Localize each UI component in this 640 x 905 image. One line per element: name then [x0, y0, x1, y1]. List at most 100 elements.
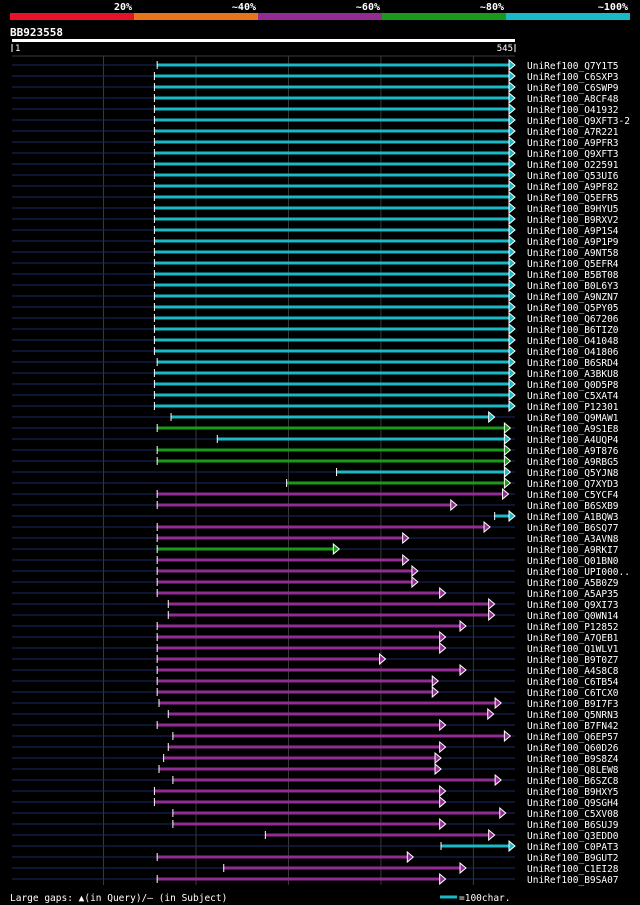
hit-row[interactable]: UniRef100_C1EI28	[12, 861, 619, 875]
hit-label[interactable]: UniRef100_O41048	[527, 336, 619, 347]
hit-row[interactable]: UniRef100_A9S1E8	[12, 421, 619, 435]
hit-label[interactable]: UniRef100_Q5NRN3	[527, 710, 619, 721]
hit-row[interactable]: UniRef100_A1BQW3	[12, 509, 619, 523]
hit-label[interactable]: UniRef100_Q9XI73	[527, 600, 619, 611]
hit-row[interactable]: UniRef100_A9PFR3	[12, 135, 619, 149]
hit-row[interactable]: UniRef100_Q3EDD0	[12, 828, 619, 842]
hit-label[interactable]: UniRef100_B9HXY5	[527, 787, 619, 798]
hit-row[interactable]: UniRef100_Q5NRN3	[12, 707, 619, 721]
hit-label[interactable]: UniRef100_C6SWP9	[527, 83, 619, 94]
hit-row[interactable]: UniRef100_Q9XFT3-2	[12, 113, 630, 127]
hit-row[interactable]: UniRef100_A7QEB1	[12, 630, 619, 644]
hit-label[interactable]: UniRef100_A9S1E8	[527, 424, 619, 435]
hit-row[interactable]: UniRef100_C5XV08	[12, 806, 619, 820]
hit-row[interactable]: UniRef100_A9PF82	[12, 179, 619, 193]
hit-label[interactable]: UniRef100_Q7Y1T5	[527, 61, 619, 72]
hit-label[interactable]: UniRef100_A1BQW3	[527, 512, 619, 523]
hit-label[interactable]: UniRef100_C1EI28	[527, 864, 619, 875]
hit-row[interactable]: UniRef100_B6SXB9	[12, 498, 619, 512]
hit-row[interactable]: UniRef100_B6SQ77	[12, 520, 619, 534]
hit-row[interactable]: UniRef100_A3AVN8	[12, 531, 619, 545]
hit-row[interactable]: UniRef100_Q5EFR4	[12, 256, 619, 270]
hit-row[interactable]: UniRef100_Q0D5P8	[12, 377, 619, 391]
hit-label[interactable]: UniRef100_A9NT58	[527, 248, 619, 259]
hit-row[interactable]: UniRef100_O22591	[12, 157, 619, 171]
hit-label[interactable]: UniRef100_Q5EFR5	[527, 193, 619, 204]
hit-row[interactable]: UniRef100_Q6EP57	[12, 729, 619, 743]
hit-label[interactable]: UniRef100_UPI000..	[527, 567, 630, 578]
hit-label[interactable]: UniRef100_C6TB54	[527, 677, 619, 688]
hit-row[interactable]: UniRef100_B5BT08	[12, 267, 619, 281]
hit-row[interactable]: UniRef100_A5B0Z9	[12, 575, 619, 589]
hit-label[interactable]: UniRef100_Q1WLV1	[527, 644, 619, 655]
hit-label[interactable]: UniRef100_B6SQ77	[527, 523, 619, 534]
hit-label[interactable]: UniRef100_B6SRD4	[527, 358, 619, 369]
hit-label[interactable]: UniRef100_A5AP35	[527, 589, 619, 600]
hit-row[interactable]: UniRef100_Q5YJN8	[12, 465, 619, 479]
hit-row[interactable]: UniRef100_Q67206	[12, 311, 619, 325]
hit-row[interactable]: UniRef100_UPI000..	[12, 564, 630, 578]
hit-row[interactable]: UniRef100_Q7XYD3	[12, 476, 619, 490]
hit-label[interactable]: UniRef100_B0L6Y3	[527, 281, 619, 292]
hit-label[interactable]: UniRef100_Q5PY05	[527, 303, 619, 314]
hit-row[interactable]: UniRef100_C5YCF4	[12, 487, 619, 501]
hit-label[interactable]: UniRef100_B9SA07	[527, 875, 619, 886]
hit-label[interactable]: UniRef100_Q01BN0	[527, 556, 619, 567]
hit-row[interactable]: UniRef100_B9HYU5	[12, 201, 619, 215]
hit-label[interactable]: UniRef100_O41932	[527, 105, 619, 116]
hit-row[interactable]: UniRef100_Q0WN14	[12, 608, 619, 622]
hit-row[interactable]: UniRef100_B9RXV2	[12, 212, 619, 226]
hit-row[interactable]: UniRef100_Q01BN0	[12, 553, 619, 567]
hit-label[interactable]: UniRef100_A4S8C8	[527, 666, 619, 677]
hit-label[interactable]: UniRef100_A7R221	[527, 127, 619, 138]
hit-label[interactable]: UniRef100_A9P1S4	[527, 226, 619, 237]
hit-row[interactable]: UniRef100_C6SWP9	[12, 80, 619, 94]
hit-label[interactable]: UniRef100_O41806	[527, 347, 619, 358]
hit-label[interactable]: UniRef100_Q0WN14	[527, 611, 619, 622]
hit-label[interactable]: UniRef100_P12301	[527, 402, 619, 413]
hit-label[interactable]: UniRef100_Q60D26	[527, 743, 619, 754]
hit-label[interactable]: UniRef100_A9P1P9	[527, 237, 619, 248]
hit-label[interactable]: UniRef100_Q0D5P8	[527, 380, 619, 391]
hit-row[interactable]: UniRef100_C6TCX0	[12, 685, 619, 699]
hit-row[interactable]: UniRef100_Q60D26	[12, 740, 619, 754]
hit-row[interactable]: UniRef100_A7R221	[12, 124, 619, 138]
hit-row[interactable]: UniRef100_Q9XI73	[12, 597, 619, 611]
hit-label[interactable]: UniRef100_P12852	[527, 622, 619, 633]
hit-row[interactable]: UniRef100_P12852	[12, 619, 619, 633]
hit-row[interactable]: UniRef100_Q1WLV1	[12, 641, 619, 655]
hit-label[interactable]: UniRef100_Q67206	[527, 314, 619, 325]
hit-row[interactable]: UniRef100_A9NT58	[12, 245, 619, 259]
hit-row[interactable]: UniRef100_B9S8Z4	[12, 751, 619, 765]
hit-label[interactable]: UniRef100_C5YCF4	[527, 490, 619, 501]
hit-label[interactable]: UniRef100_A4UQP4	[527, 435, 619, 446]
hit-row[interactable]: UniRef100_O41932	[12, 102, 619, 116]
hit-row[interactable]: UniRef100_B9T0Z7	[12, 652, 619, 666]
hit-row[interactable]: UniRef100_B6SZC8	[12, 773, 619, 787]
hit-label[interactable]: UniRef100_A9T876	[527, 446, 619, 457]
hit-row[interactable]: UniRef100_A9P1P9	[12, 234, 619, 248]
hit-label[interactable]: UniRef100_Q6EP57	[527, 732, 619, 743]
hit-row[interactable]: UniRef100_B6SRD4	[12, 355, 619, 369]
hit-label[interactable]: UniRef100_B9T0Z7	[527, 655, 619, 666]
hit-label[interactable]: UniRef100_C0PAT3	[527, 842, 619, 853]
hit-label[interactable]: UniRef100_Q5EFR4	[527, 259, 619, 270]
hit-label[interactable]: UniRef100_A9PF82	[527, 182, 619, 193]
hit-label[interactable]: UniRef100_O22591	[527, 160, 619, 171]
hit-label[interactable]: UniRef100_Q7XYD3	[527, 479, 619, 490]
hit-row[interactable]: UniRef100_A3BKU8	[12, 366, 619, 380]
hit-row[interactable]: UniRef100_C0PAT3	[12, 839, 619, 853]
hit-label[interactable]: UniRef100_Q53UI6	[527, 171, 619, 182]
hit-row[interactable]: UniRef100_A8CF48	[12, 91, 619, 105]
hit-label[interactable]: UniRef100_A9RBG5	[527, 457, 619, 468]
hit-label[interactable]: UniRef100_Q3EDD0	[527, 831, 619, 842]
hit-row[interactable]: UniRef100_Q9SGH4	[12, 795, 619, 809]
hit-row[interactable]: UniRef100_Q9XFT3	[12, 146, 619, 160]
hit-label[interactable]: UniRef100_B5BT08	[527, 270, 619, 281]
hit-row[interactable]: UniRef100_Q8LEW8	[12, 762, 619, 776]
hit-row[interactable]: UniRef100_Q5EFR5	[12, 190, 619, 204]
hit-row[interactable]: UniRef100_Q53UI6	[12, 168, 619, 182]
hit-label[interactable]: UniRef100_Q9XFT3-2	[527, 116, 630, 127]
hit-row[interactable]: UniRef100_B6TIZ0	[12, 322, 619, 336]
hit-label[interactable]: UniRef100_C5XAT4	[527, 391, 619, 402]
